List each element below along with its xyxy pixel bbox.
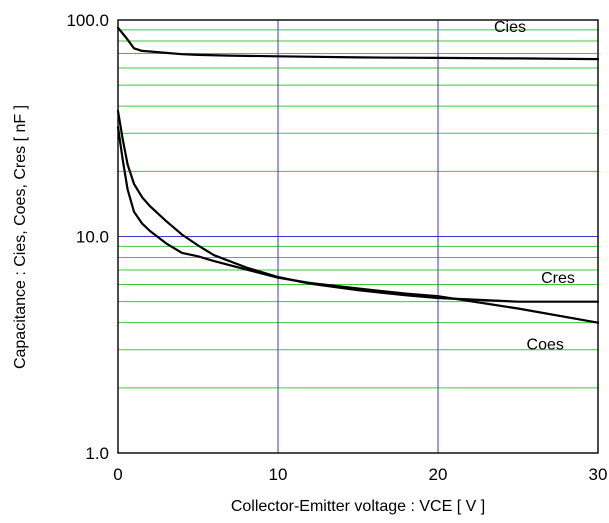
x-axis-label: Collector-Emitter voltage : VCE [ V ] bbox=[231, 498, 485, 515]
y-tick-label: 100.0 bbox=[66, 11, 109, 30]
series-label-coes: Coes bbox=[527, 337, 564, 354]
y-axis-label: Capacitance : Cies, Coes, Cres [ nF ] bbox=[12, 105, 29, 369]
series-line-cres bbox=[116, 109, 600, 303]
y-tick-label: 1.0 bbox=[85, 444, 109, 463]
series-label-cies: Cies bbox=[494, 19, 526, 36]
series-labels: Cies Cres Coes bbox=[494, 19, 575, 354]
series-line-coes bbox=[116, 126, 600, 324]
x-tick-label: 0 bbox=[113, 465, 122, 484]
x-tick-label: 30 bbox=[589, 465, 608, 484]
tick-labels: 0 10 20 30 1.0 10.0 100.0 bbox=[66, 11, 607, 484]
grid-lines bbox=[118, 20, 598, 453]
series-label-cres: Cres bbox=[541, 270, 575, 287]
y-tick-label: 10.0 bbox=[76, 228, 109, 247]
x-tick-label: 20 bbox=[429, 465, 448, 484]
series-line-cies bbox=[116, 26, 600, 61]
x-tick-label: 10 bbox=[269, 465, 288, 484]
plot-frame bbox=[117, 19, 599, 454]
series-lines bbox=[116, 26, 600, 324]
